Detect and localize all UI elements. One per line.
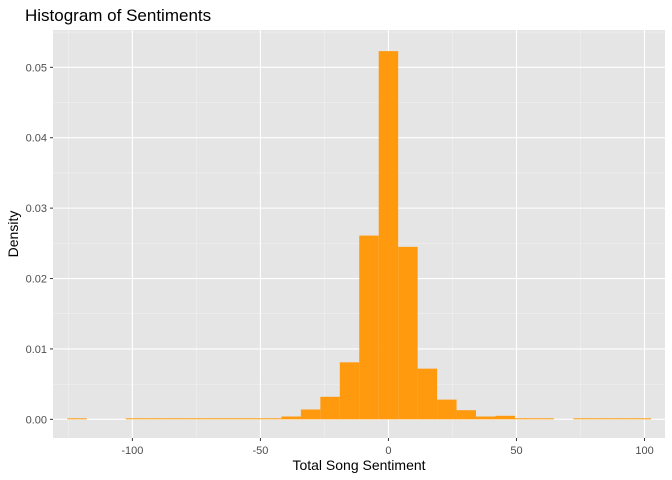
x-tick-label: 50 (510, 445, 522, 457)
histogram-bar (378, 51, 399, 420)
histogram-bar (125, 418, 146, 420)
histogram-bar (164, 418, 185, 420)
y-tick-label: 0.04 (26, 133, 47, 145)
histogram-bar (261, 418, 282, 420)
y-axis: 0.00 0.01 0.02 0.03 0.04 0.05 (26, 62, 53, 426)
histogram-bar (320, 396, 340, 420)
minor-gridlines (53, 30, 665, 438)
histogram-bar (145, 418, 165, 420)
histogram-bar (476, 416, 496, 420)
histogram-bar (203, 418, 224, 420)
histogram-bar (359, 235, 379, 420)
x-tick-label: 100 (635, 445, 653, 457)
histogram-bar (67, 418, 87, 420)
x-axis-title: Total Song Sentiment (292, 457, 425, 473)
x-tick-label: -100 (121, 445, 143, 457)
histogram-bar (592, 418, 613, 420)
x-tick-label: 0 (385, 445, 391, 457)
histogram-bar (514, 418, 535, 420)
histogram-bar (339, 362, 360, 420)
histogram-bar (534, 418, 554, 420)
histogram-bar (495, 415, 515, 420)
histogram-bar (242, 418, 262, 420)
y-tick-label: 0.01 (26, 344, 47, 356)
histogram-bar (417, 368, 438, 420)
histogram-bar (281, 416, 301, 420)
y-tick-label: 0.02 (26, 274, 47, 286)
histogram-bar (300, 409, 321, 420)
y-tick-label: 0.00 (26, 414, 47, 426)
x-tick-label: -50 (252, 445, 268, 457)
histogram-bars (67, 51, 652, 420)
histogram-bar (437, 399, 457, 420)
histogram-bar (456, 410, 477, 420)
y-tick-label: 0.05 (26, 62, 47, 74)
chart-title: Histogram of Sentiments (25, 6, 211, 25)
histogram-bar (223, 418, 243, 420)
y-axis-title: Density (5, 211, 21, 258)
histogram-bar (573, 418, 593, 420)
y-tick-label: 0.03 (26, 203, 47, 215)
histogram-bar (612, 418, 632, 420)
histogram-bar (631, 418, 652, 420)
histogram-bar (398, 246, 418, 420)
x-axis: -100 -50 0 50 100 (121, 438, 654, 457)
histogram-bar (184, 418, 204, 420)
